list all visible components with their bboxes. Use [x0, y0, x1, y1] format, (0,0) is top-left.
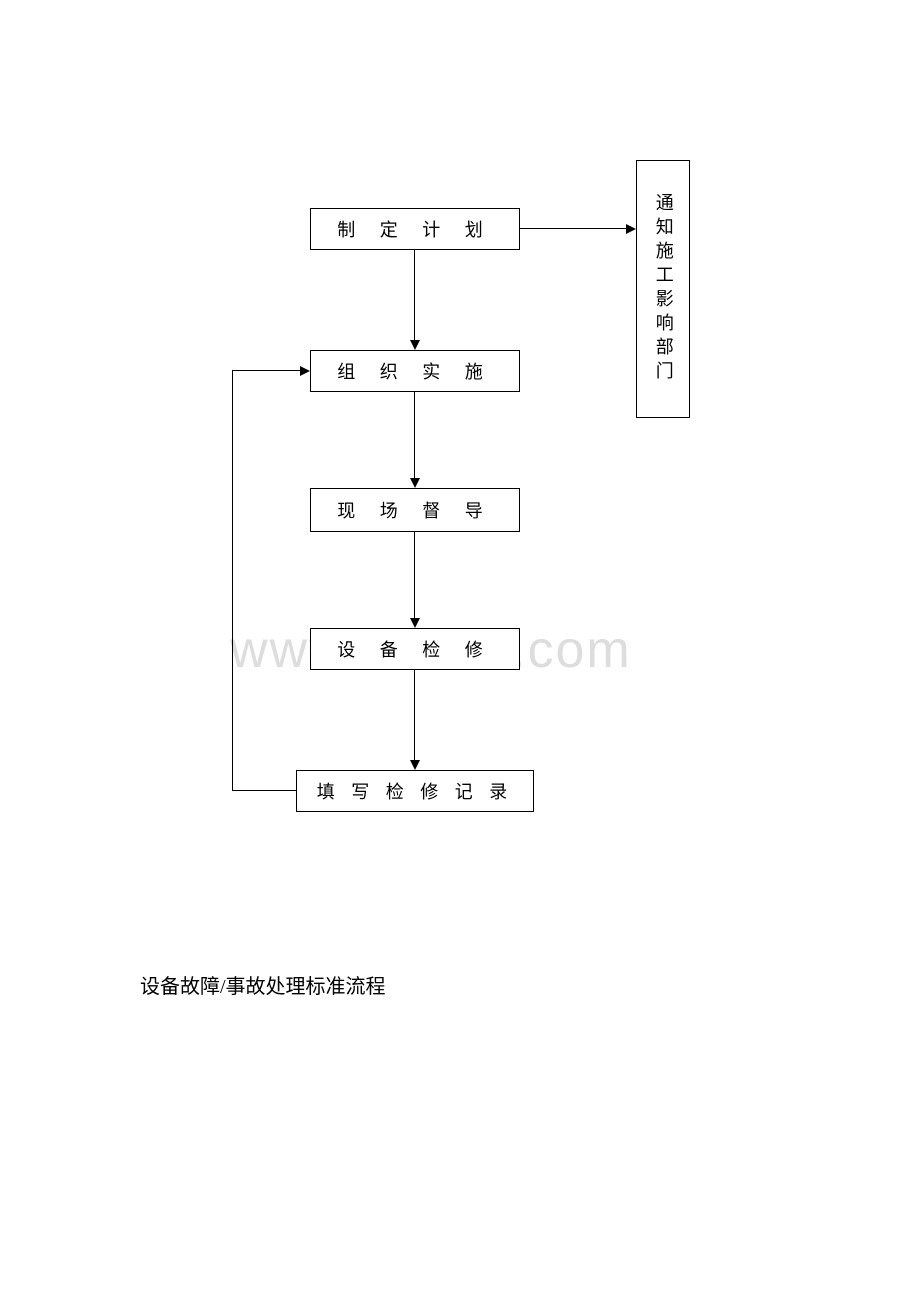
edge-line [232, 790, 296, 791]
arrow-head-icon [410, 340, 420, 350]
node-implement: 组 织 实 施 [310, 350, 520, 392]
edge-line [232, 370, 302, 371]
edge-line [414, 670, 415, 762]
node-notify: 通知施工影响部门 [636, 160, 690, 418]
node-label: 填 写 检 修 记 录 [317, 778, 514, 804]
edge-line [414, 250, 415, 342]
edge-line [520, 228, 628, 229]
node-maintenance: 设 备 检 修 [310, 628, 520, 670]
edge-line [232, 370, 233, 791]
arrow-head-icon [626, 224, 636, 234]
node-label: 组 织 实 施 [337, 358, 493, 384]
flowchart-diagram: www.bdocx.com 制 定 计 划 组 织 实 施 现 场 督 导 设 … [0, 0, 920, 1302]
node-label: 制 定 计 划 [337, 216, 493, 242]
node-label: 现 场 督 导 [337, 497, 493, 523]
caption-text: 设备故障/事故处理标准流程 [140, 970, 386, 999]
node-label: 通知施工影响部门 [651, 193, 674, 385]
node-supervise: 现 场 督 导 [310, 488, 520, 532]
node-record: 填 写 检 修 记 录 [296, 770, 534, 812]
arrow-head-icon [410, 618, 420, 628]
arrow-head-icon [300, 366, 310, 376]
arrow-head-icon [410, 760, 420, 770]
edge-line [414, 392, 415, 480]
edge-line [414, 532, 415, 620]
arrow-head-icon [410, 478, 420, 488]
node-plan: 制 定 计 划 [310, 208, 520, 250]
node-label: 设 备 检 修 [337, 636, 493, 662]
